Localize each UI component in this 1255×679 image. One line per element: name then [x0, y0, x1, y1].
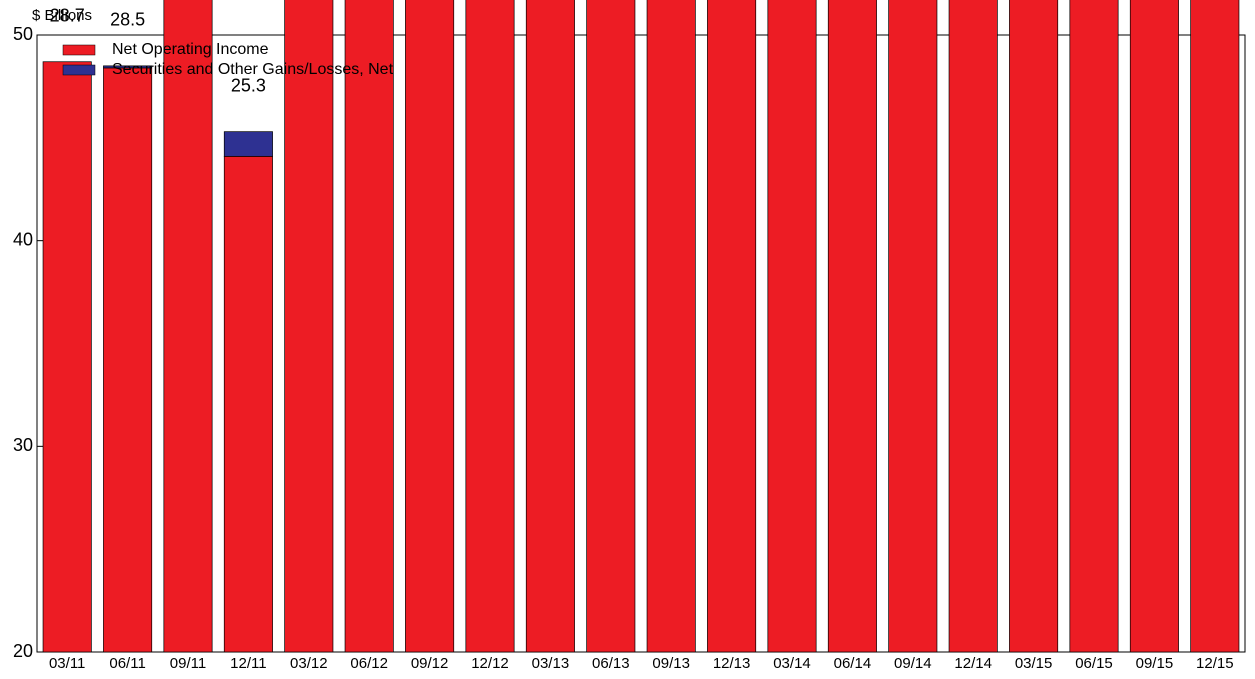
bar-segment — [1009, 0, 1059, 653]
bar-segment — [1069, 0, 1119, 653]
bar-segment — [42, 61, 92, 653]
x-tick-label: 06/13 — [592, 655, 630, 672]
y-tick-label: 20 — [13, 641, 33, 661]
bar-segment — [827, 0, 877, 653]
bar-segment — [525, 0, 575, 653]
bar-segment — [1129, 0, 1179, 653]
x-tick-label: 12/14 — [954, 655, 992, 672]
bar-segment — [344, 0, 394, 653]
total-label: 28.5 — [110, 10, 145, 30]
x-tick-label: 03/14 — [773, 655, 811, 672]
y-tick-label: 50 — [13, 24, 33, 44]
bar-segment — [223, 131, 273, 157]
total-label: 28.7 — [50, 5, 85, 25]
bar-segment — [465, 0, 515, 653]
legend-label: Securities and Other Gains/Losses, Net — [112, 61, 394, 78]
bar-segment — [103, 67, 153, 653]
x-tick-label: 09/15 — [1136, 655, 1174, 672]
x-tick-label: 03/15 — [1015, 655, 1053, 672]
x-tick-label: 03/11 — [49, 655, 85, 672]
total-label: 25.3 — [231, 75, 266, 95]
bar-segment — [405, 0, 455, 653]
bar-segment — [1190, 0, 1240, 653]
bar-segment — [586, 0, 636, 653]
legend-label: Net Operating Income — [112, 41, 269, 58]
x-tick-label: 06/11 — [109, 655, 145, 672]
x-tick-label: 12/13 — [713, 655, 751, 672]
x-tick-label: 03/13 — [532, 655, 570, 672]
legend-swatch — [62, 44, 96, 56]
x-tick-label: 09/12 — [411, 655, 449, 672]
y-tick-label: 40 — [13, 229, 33, 249]
y-tick-label: 30 — [13, 435, 33, 455]
x-tick-label: 03/12 — [290, 655, 328, 672]
plot-frame — [36, 34, 1246, 653]
bar-segment — [767, 0, 817, 653]
bar-segment — [707, 0, 757, 653]
bar-segment — [948, 0, 998, 653]
bar-segment — [223, 155, 273, 653]
bar-segment — [103, 65, 153, 69]
bar-segment — [284, 0, 334, 653]
bar-segment — [888, 0, 938, 653]
x-tick-label: 06/12 — [350, 655, 388, 672]
x-tick-label: 09/11 — [170, 655, 206, 672]
x-tick-label: 12/12 — [471, 655, 509, 672]
y-axis-label: $ Billions — [32, 7, 92, 24]
x-tick-label: 06/14 — [834, 655, 872, 672]
x-tick-label: 12/15 — [1196, 655, 1234, 672]
bar-segment — [646, 0, 696, 653]
x-tick-label: 12/11 — [230, 655, 266, 672]
x-tick-label: 09/14 — [894, 655, 932, 672]
x-tick-label: 09/13 — [652, 655, 690, 672]
bar-segment — [163, 0, 213, 653]
x-tick-label: 06/15 — [1075, 655, 1113, 672]
legend-swatch — [62, 64, 96, 76]
